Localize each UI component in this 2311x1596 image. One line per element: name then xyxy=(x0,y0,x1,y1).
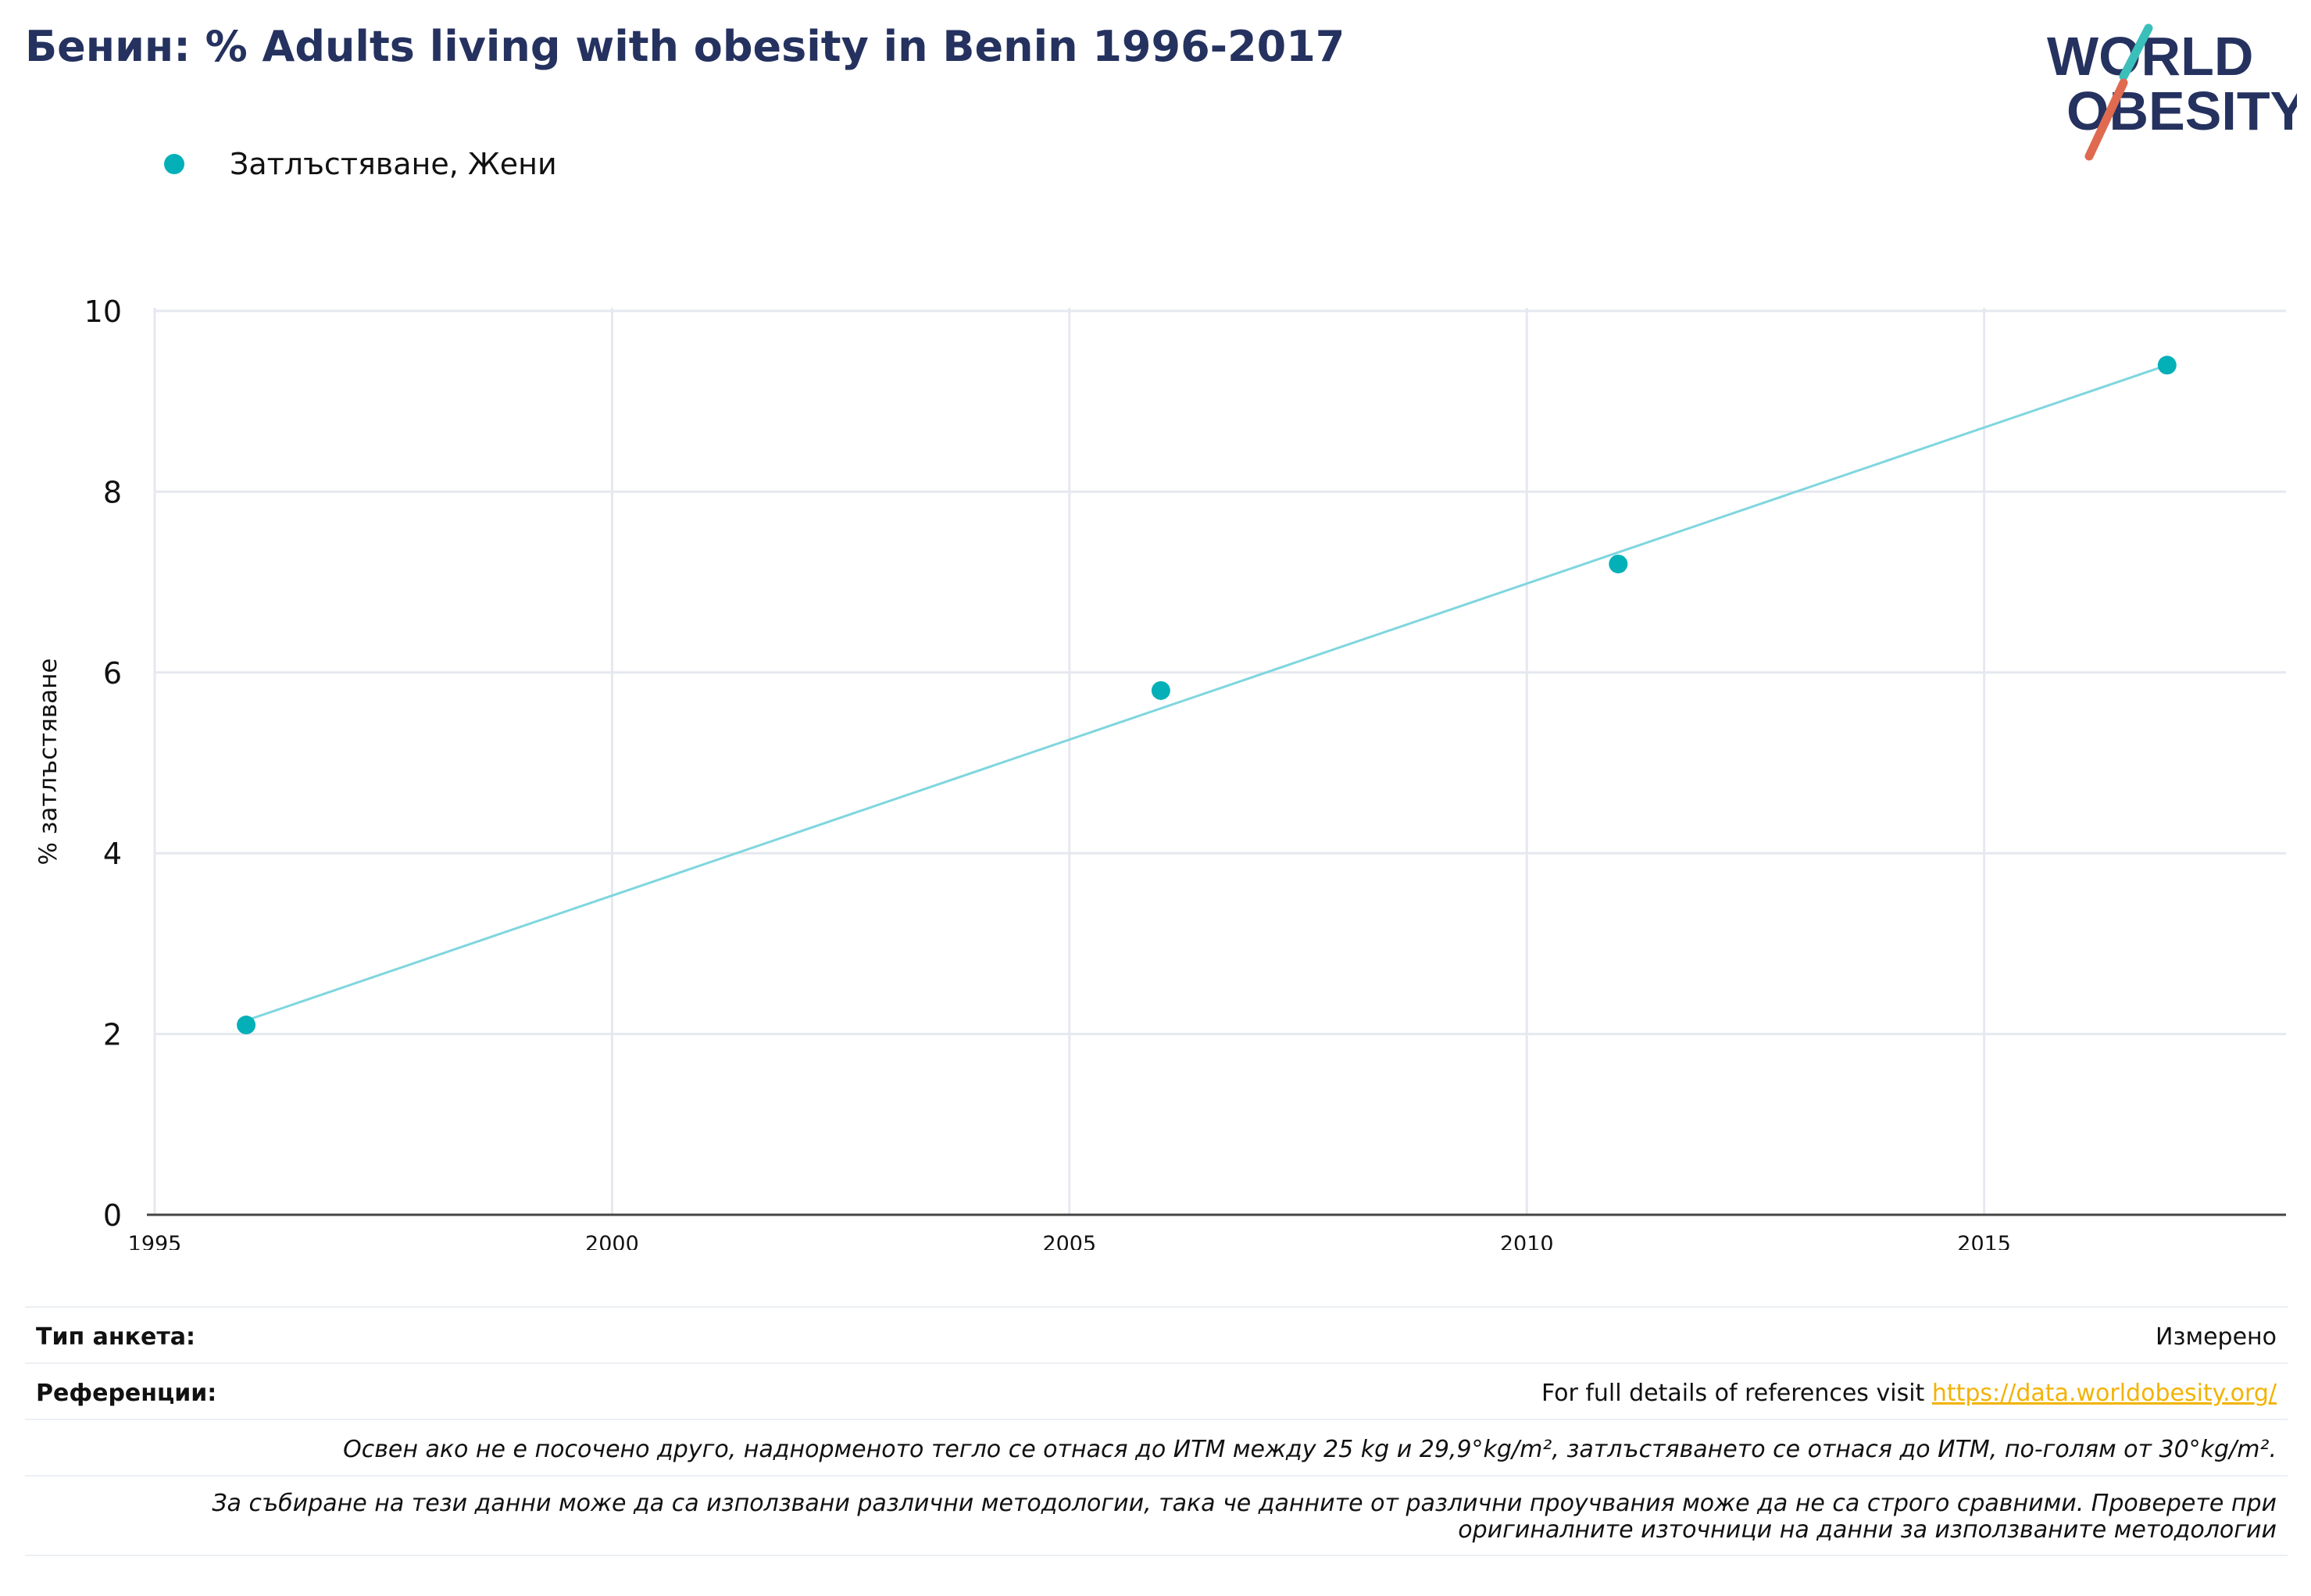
note-row-1: Освен ако не е посочено друго, наднормен… xyxy=(25,1419,2288,1475)
references-link[interactable]: https://data.worldobesity.org/ xyxy=(1931,1380,2277,1407)
survey-type-row: Тип анкета: Измерено xyxy=(25,1306,2288,1362)
note-row-2: За събиране на тези данни може да са изп… xyxy=(25,1475,2288,1556)
x-tick-label: 2010 xyxy=(1500,1232,1554,1250)
methodology-note-line-2: оригиналните източници на данни за изпол… xyxy=(1458,1516,2277,1544)
y-axis-label: % затлъстяване xyxy=(34,658,63,866)
world-obesity-logo: WORLD OBESITY xyxy=(2047,23,2297,161)
y-tick-label: 6 xyxy=(103,656,122,691)
x-tick-label: 2015 xyxy=(1957,1232,2011,1250)
legend-marker xyxy=(164,154,184,174)
references-text: For full details of references visit xyxy=(1541,1380,1932,1407)
data-point xyxy=(237,1016,256,1035)
data-point xyxy=(1609,554,1628,573)
y-tick-label: 10 xyxy=(84,295,122,329)
references-value: For full details of references visit htt… xyxy=(1541,1380,2277,1407)
legend-label: Затлъстяване, Жени xyxy=(230,147,557,181)
x-tick-label: 2000 xyxy=(585,1232,639,1250)
chart-title: Бенин: % Adults living with obesity in B… xyxy=(25,22,1345,71)
data-point xyxy=(2157,355,2177,375)
x-tick-label: 1995 xyxy=(128,1232,182,1250)
logo-slash-top xyxy=(2119,23,2153,81)
x-tick-label: 2005 xyxy=(1042,1232,1096,1250)
methodology-note: За събиране на тези данни може да са изп… xyxy=(212,1491,2277,1544)
bmi-definition-note: Освен ако не е посочено друго, наднормен… xyxy=(343,1436,2277,1463)
y-tick-label: 0 xyxy=(103,1198,122,1233)
legend: Затлъстяване, Жени xyxy=(164,145,557,184)
y-tick-label: 8 xyxy=(103,475,122,509)
survey-type-value: Измерено xyxy=(2156,1323,2277,1351)
references-label: Референции: xyxy=(36,1380,217,1407)
axes: 0 2 4 6 8 10 1995 2000 2005 2010 2015 xyxy=(84,295,2286,1250)
y-tick-label: 4 xyxy=(103,837,122,871)
methodology-note-line-1: За събиране на тези данни може да са изп… xyxy=(212,1490,2277,1517)
grid xyxy=(153,308,2286,1215)
y-tick-label: 2 xyxy=(103,1018,122,1052)
logo-line-world: WORLD xyxy=(2047,26,2253,87)
trend-line xyxy=(245,364,2168,1022)
survey-type-label: Тип анкета: xyxy=(36,1323,195,1351)
logo-slash-bottom xyxy=(2084,78,2128,161)
data-layer xyxy=(237,355,2177,1035)
data-point xyxy=(1151,680,1170,700)
references-row: Референции: For full details of referenc… xyxy=(25,1362,2288,1419)
chart-plot: 0 2 4 6 8 10 1995 2000 2005 2010 2015 xyxy=(84,295,2286,1250)
